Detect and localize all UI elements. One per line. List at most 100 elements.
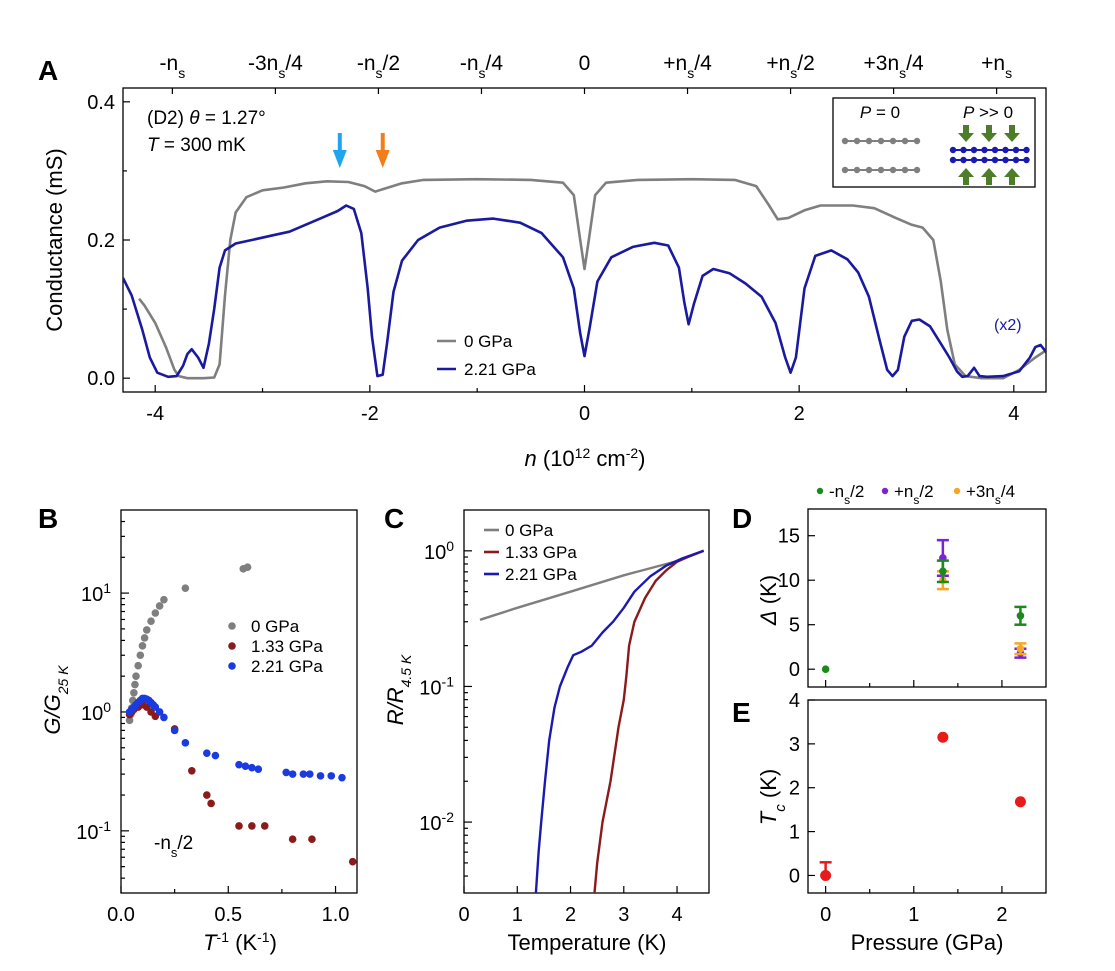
ann-part: = 300 mK <box>159 135 246 156</box>
x-tick-label: 2 <box>996 904 1007 926</box>
x-tick-label: 0.5 <box>214 904 242 926</box>
ann-part: -n <box>154 833 171 854</box>
x-tick-label: -4 <box>146 403 164 425</box>
top-axis-label: +3ns/4 <box>864 52 924 81</box>
top-axis-label: -ns <box>160 52 186 81</box>
data-point-b <box>136 651 145 660</box>
x-tick-label: 2 <box>565 904 576 926</box>
data-point-b <box>140 634 149 642</box>
legend-label: 2.21 GPa <box>464 360 536 379</box>
tick-exp: 1 <box>103 580 111 596</box>
data-point-d <box>1016 612 1025 620</box>
tick-base: 10 <box>419 677 441 699</box>
inset-arrow-up <box>981 168 997 185</box>
panel-label: B <box>38 503 58 534</box>
series-line-221gpa <box>123 204 1046 379</box>
legend-main: +3n <box>966 482 995 501</box>
data-point-b <box>254 765 263 774</box>
xlabel-part: (K <box>229 930 257 955</box>
xlabel-part: ) <box>270 930 277 955</box>
data-point-b <box>131 680 139 689</box>
xlabel-part: cm <box>590 446 625 471</box>
data-point-b <box>316 772 325 780</box>
top-label-sub: s <box>790 65 797 81</box>
data-point-b <box>306 770 314 778</box>
inset-atom <box>949 156 957 164</box>
ylabel-sub: c <box>772 804 789 812</box>
inset-part: >> 0 <box>974 103 1013 122</box>
inset-atom <box>981 156 988 164</box>
inset-atom <box>1012 146 1020 154</box>
data-point-b <box>138 642 147 650</box>
legend-label: 0 GPa <box>251 617 300 636</box>
inset-atom <box>889 166 897 174</box>
tick-exp: -2 <box>442 809 455 825</box>
ann-T: T <box>147 135 160 156</box>
temperature-annotation: T = 300 mK <box>147 135 246 156</box>
legend-main: -n <box>829 482 844 501</box>
top-label-sub: s <box>278 65 285 81</box>
legend-label: -ns/2 <box>829 482 864 507</box>
data-point-b <box>134 661 142 670</box>
data-point-b <box>203 791 211 799</box>
ylabel-T: T <box>756 810 781 825</box>
top-label-tail: /4 <box>694 52 712 75</box>
inset-atom <box>1002 156 1009 164</box>
ann-part: (D2) <box>147 108 189 129</box>
y-tick-label: 10-1 <box>76 818 111 844</box>
data-point-e <box>820 869 832 881</box>
panel-label: D <box>732 503 752 534</box>
y-tick-label: 10-2 <box>419 809 454 835</box>
data-point-b <box>327 772 336 780</box>
x-tick-label: 4 <box>1008 403 1019 425</box>
legend-label: 0 GPa <box>505 521 554 540</box>
xlabel-exp: 12 <box>575 445 591 461</box>
legend-label: 0 GPa <box>464 332 513 351</box>
panel-d-frame <box>807 508 1047 688</box>
data-point-d <box>821 665 830 673</box>
data-point-b <box>155 708 164 716</box>
y-tick-label: 0 <box>789 865 800 887</box>
data-point-b <box>243 563 252 572</box>
top-axis-label: +ns/2 <box>766 52 814 81</box>
top-axis-label: +ns <box>981 52 1012 81</box>
y-tick-label: 10-1 <box>419 673 454 699</box>
data-point-b <box>155 602 164 610</box>
inset-label-left: P = 0 <box>860 103 900 122</box>
y-tick-label: 15 <box>778 526 800 548</box>
top-label-sub: s <box>376 65 383 81</box>
xlabel-exp: -1 <box>257 929 270 945</box>
panel-b-annotation: -ns/2 <box>154 833 193 860</box>
scale-note: (x2) <box>994 317 1022 334</box>
x-tick-label: 4 <box>671 904 682 926</box>
legend-tail: /4 <box>1001 482 1015 501</box>
data-point-b <box>160 713 168 722</box>
ylabel-unit: (K) <box>756 769 781 804</box>
x-tick-label: 1 <box>908 904 919 926</box>
legend-label: 1.33 GPa <box>505 543 577 562</box>
inset-arrow-up <box>958 168 974 185</box>
x-tick-label: 3 <box>618 904 629 926</box>
panel-b-frame <box>120 509 358 894</box>
data-point-b <box>348 857 357 866</box>
data-point-b <box>282 768 291 777</box>
inset-atom <box>853 137 861 145</box>
y-axis-label: Tc (K) <box>756 769 789 825</box>
top-label-tail: /4 <box>486 52 504 75</box>
inset-atom <box>1023 156 1030 164</box>
top-label-sub: s <box>178 65 185 81</box>
data-point-e <box>1014 796 1026 808</box>
inset-arrow-down <box>981 125 997 142</box>
x-axis-label: T-1 (K-1) <box>203 929 277 955</box>
data-point-b <box>248 763 256 772</box>
y-axis-label: R/R4.5 K <box>383 654 414 725</box>
top-label-main: +3n <box>864 52 900 75</box>
legend-sub: s <box>995 493 1001 507</box>
marker-arrow-head <box>375 150 390 168</box>
tick-base: 10 <box>419 813 441 835</box>
panel-e-frame <box>807 699 1047 894</box>
legend-marker <box>881 487 889 495</box>
ylabel-G: G/G <box>40 694 65 734</box>
data-point-b <box>338 773 346 782</box>
series-line-c <box>593 549 705 893</box>
